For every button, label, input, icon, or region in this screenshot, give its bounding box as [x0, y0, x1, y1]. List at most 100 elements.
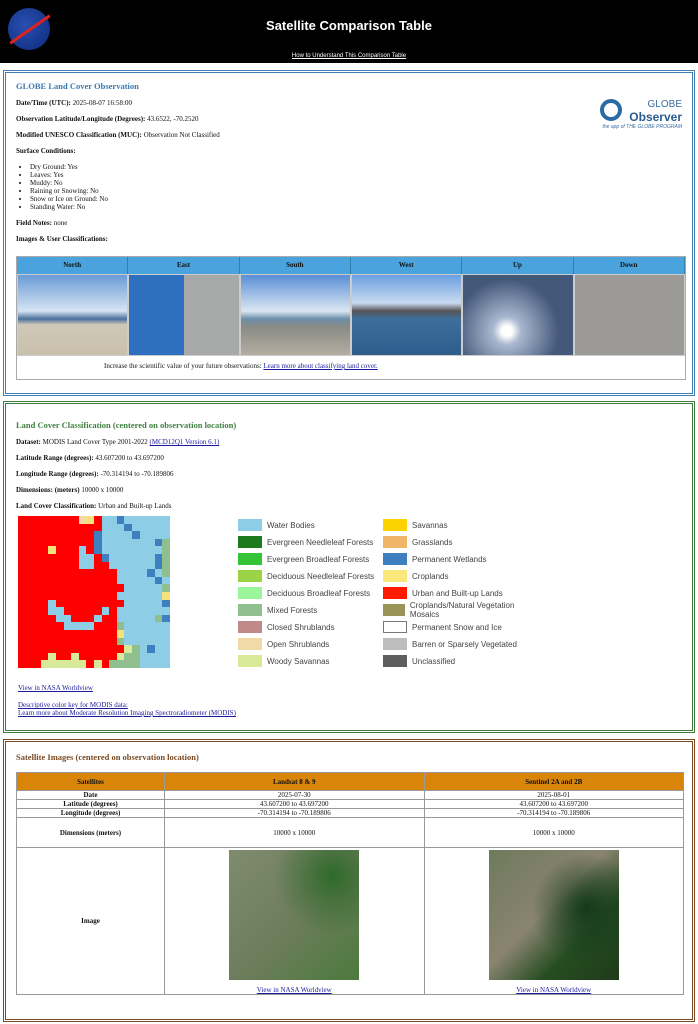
map-cell [116, 599, 125, 608]
map-cell [63, 523, 72, 532]
map-cell [86, 584, 94, 592]
map-cell [71, 614, 79, 623]
map-cell [139, 561, 148, 570]
color-key-link[interactable]: Descriptive color key for MODIS data: [18, 701, 128, 709]
table-row: Longitude (degrees) -70.314194 to -70.189… [16, 808, 684, 818]
map-cell [116, 622, 125, 630]
legend-item: Evergreen Needleleaf Forests [238, 536, 383, 548]
map-cell [55, 523, 64, 532]
map-cell [25, 637, 34, 646]
legend-swatch [383, 587, 407, 599]
map-cell [93, 660, 102, 668]
photo-down[interactable] [573, 274, 685, 356]
globe-observer-logo: GLOBE Observer the app of THE GLOBE PROG… [600, 99, 682, 130]
help-link[interactable]: How to Understand This Comparison Table [291, 53, 407, 59]
legend-item: Croplands [383, 570, 533, 582]
learn-classifying-link[interactable]: Learn more about classifying land cover. [263, 362, 378, 370]
map-cell [25, 591, 34, 600]
datetime: Date/Time (UTC): 2025-08-07 16:58:00 [16, 99, 132, 107]
legend-label: Woody Savannas [267, 656, 330, 666]
map-cell [55, 591, 64, 600]
map-cell [25, 523, 34, 532]
map-cell [78, 553, 87, 562]
legend-item: Grasslands [383, 536, 533, 548]
landsat-image [229, 850, 360, 980]
map-cell [139, 591, 148, 600]
photo-up[interactable] [462, 274, 574, 356]
map-cell [93, 516, 102, 524]
table-row: Date 2025-07-30 2025-08-01 [16, 790, 684, 800]
table-row: Dimensions (meters) 10000 x 10000 10000 x … [16, 817, 684, 848]
map-cell [147, 622, 155, 630]
map-cell [48, 516, 56, 524]
photo-east[interactable] [128, 274, 240, 356]
direction-east: East [128, 257, 240, 274]
map-cell [116, 546, 125, 554]
map-cell [33, 660, 41, 668]
map-cell [139, 614, 148, 623]
map-cell [86, 576, 94, 585]
map-cell [147, 576, 155, 585]
landsat-worldview-link[interactable]: View in NASA Worldview [256, 986, 332, 994]
classification-note: Increase the scientific value of your fu… [104, 362, 378, 370]
map-cell [86, 637, 94, 646]
map-cell [101, 645, 110, 653]
legend-swatch [383, 604, 405, 616]
map-cell [40, 599, 49, 608]
map-cell [147, 629, 155, 638]
map-cell [63, 538, 72, 547]
header-cell: Sentinel 2A and 2B [423, 772, 684, 791]
map-cell [116, 660, 125, 668]
photo-south[interactable] [239, 274, 351, 356]
map-cell [139, 546, 148, 554]
map-cell [93, 553, 102, 562]
section-title: GLOBE Land Cover Observation [16, 81, 139, 91]
map-cell [40, 614, 49, 623]
map-cell [33, 576, 41, 585]
map-cell [101, 531, 110, 539]
map-cell [131, 652, 140, 661]
map-cell [147, 531, 155, 539]
map-cell [86, 652, 94, 661]
map-cell [40, 591, 49, 600]
map-cell [18, 584, 26, 592]
photo-north[interactable] [17, 274, 129, 356]
map-cell [78, 645, 87, 653]
sentinel-worldview-link[interactable]: View in NASA Worldview [516, 986, 592, 994]
map-cell [86, 591, 94, 600]
map-cell [109, 607, 117, 615]
modis-link[interactable]: Learn more about Moderate Resolution Ima… [18, 709, 236, 717]
map-cell [33, 645, 41, 653]
map-cell [78, 576, 87, 585]
map-cell [109, 553, 117, 562]
mcd12q1-link[interactable]: (MCD12Q1 Version 6.1) [149, 438, 220, 446]
map-cell [40, 553, 49, 562]
map-cell [162, 637, 170, 646]
legend-swatch [383, 519, 407, 531]
legend-item: Permanent Wetlands [383, 553, 533, 565]
table-row: Image View in NASA Worldview View in NAS… [16, 847, 684, 995]
map-cell [124, 531, 132, 539]
map-cell [48, 576, 56, 585]
worldview-link[interactable]: View in NASA Worldview [18, 684, 93, 692]
map-cell [48, 599, 56, 608]
map-cell [131, 553, 140, 562]
legend-swatch [238, 638, 262, 650]
map-cell [71, 584, 79, 592]
map-cell [48, 523, 56, 532]
map-cell [139, 523, 148, 532]
direction-south: South [239, 257, 351, 274]
map-cell [109, 652, 117, 661]
map-cell [78, 652, 87, 661]
map-cell [71, 576, 79, 585]
map-cell [18, 553, 26, 562]
map-cell [55, 569, 64, 577]
map-cell [93, 614, 102, 623]
legend-label: Open Shrublands [267, 639, 330, 649]
photo-table: North East South West Up Down Increase t… [16, 256, 686, 380]
map-cell [162, 652, 170, 661]
map-cell [162, 629, 170, 638]
map-cell [48, 561, 56, 570]
photo-west[interactable] [350, 274, 463, 356]
map-cell [33, 637, 41, 646]
